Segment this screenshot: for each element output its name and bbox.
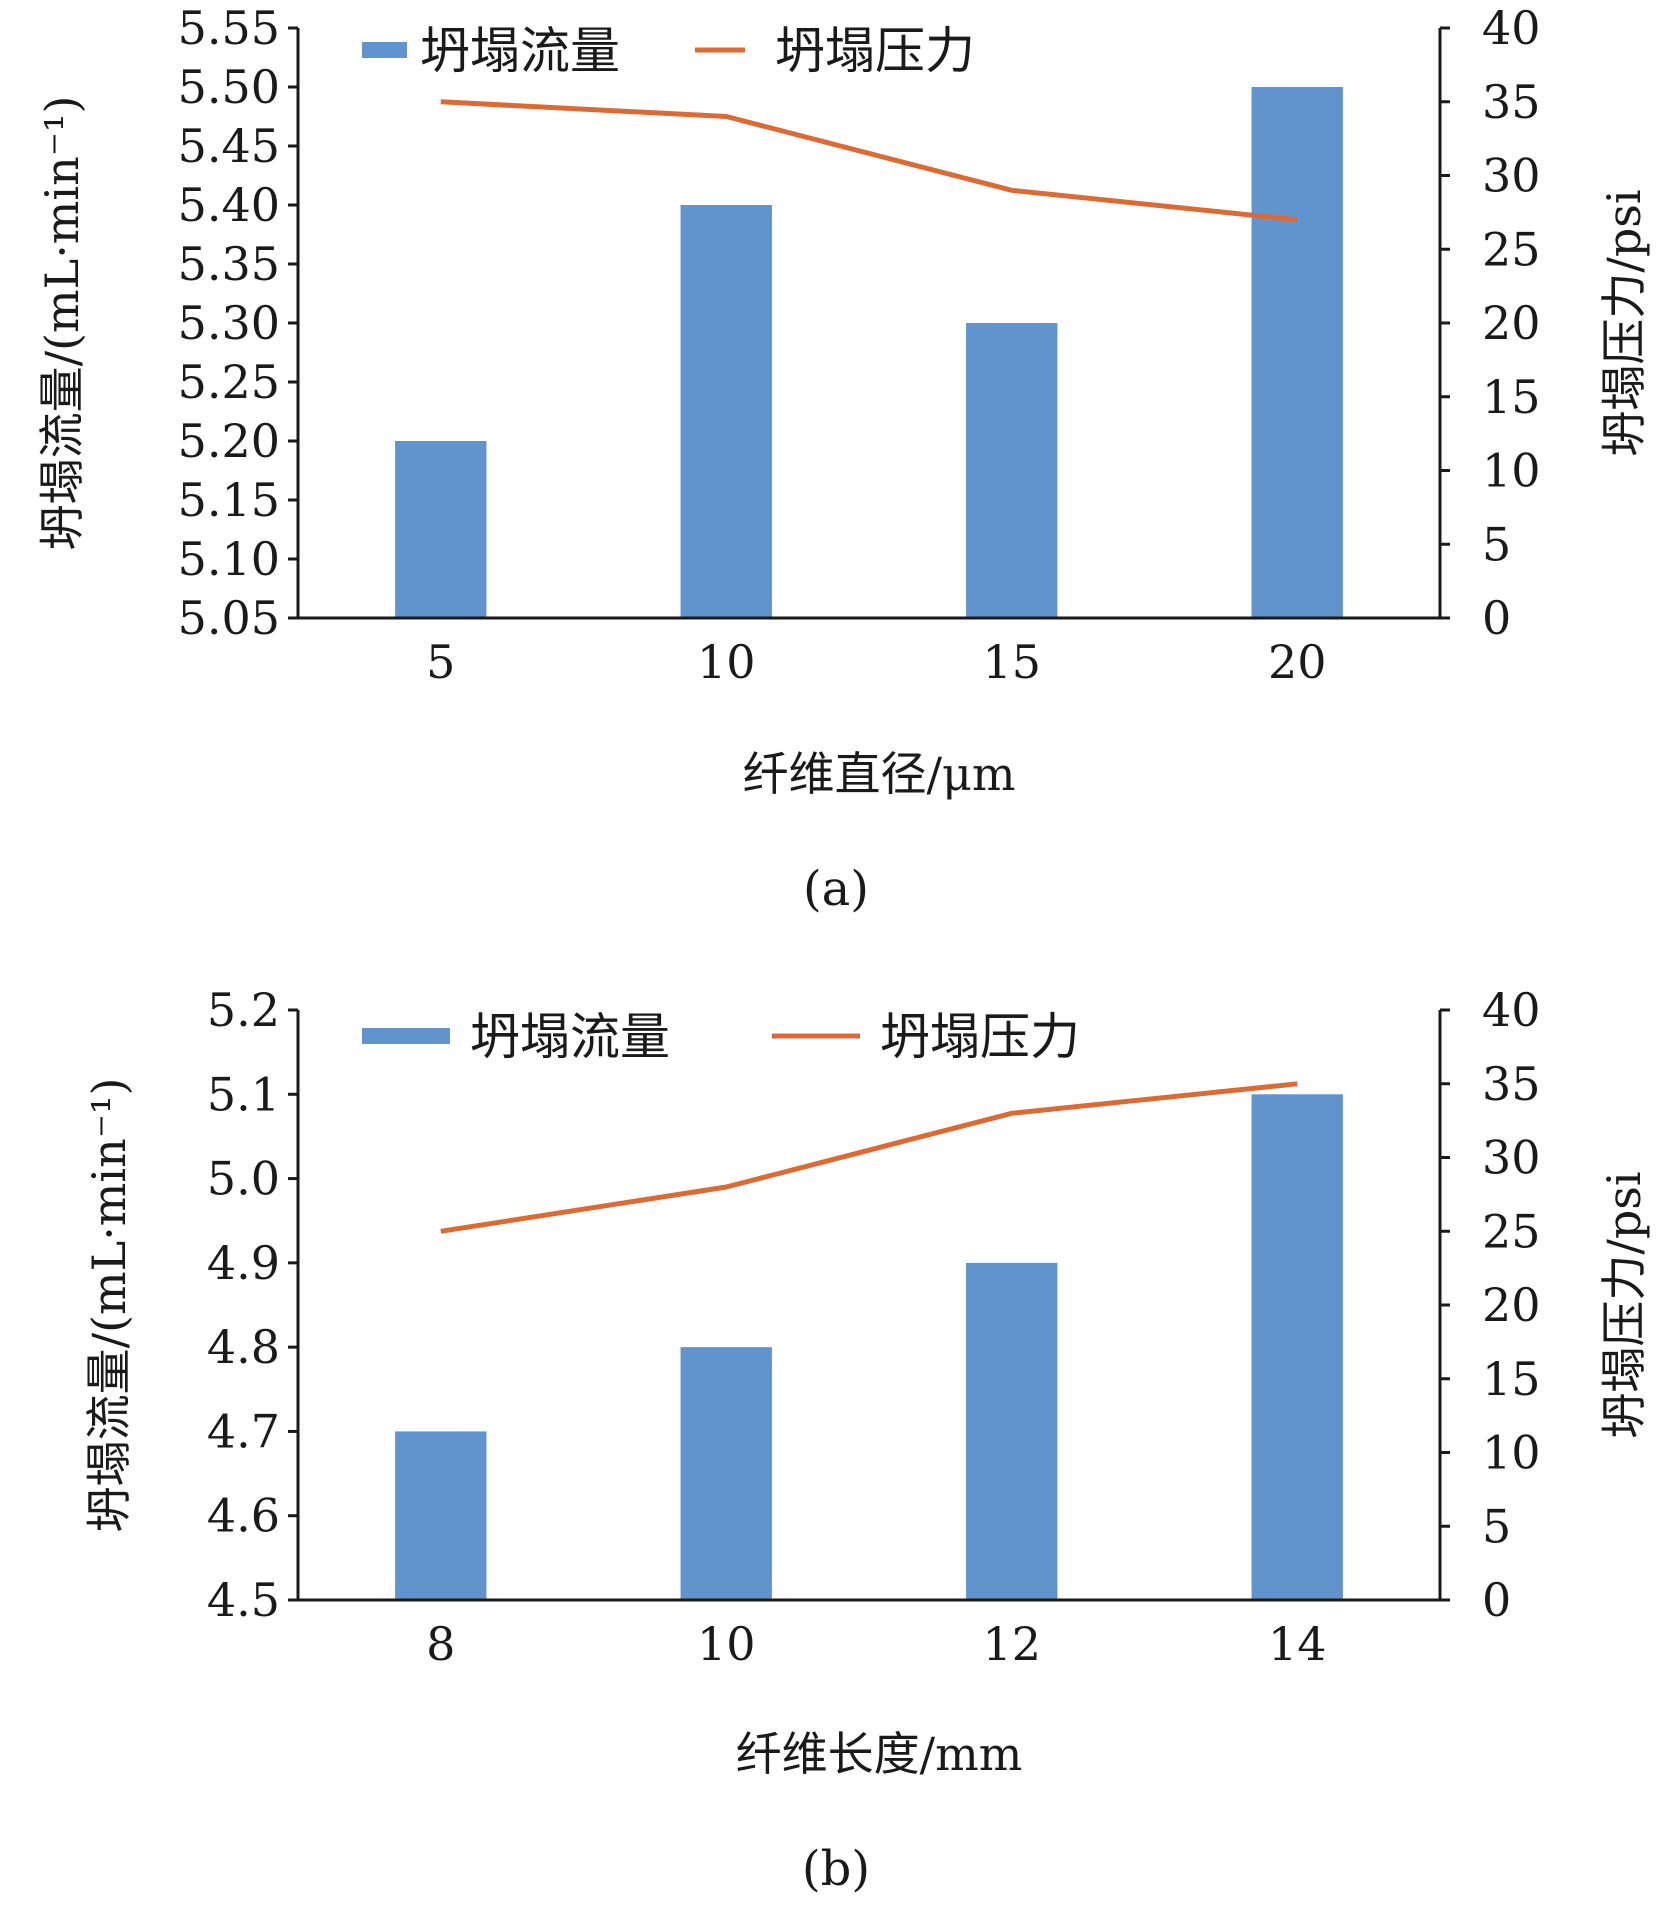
y2-axis-title: 坍塌压力/psi [1597,189,1651,456]
x-tick-label: 15 [982,635,1041,689]
x-tick-label: 5 [426,635,455,689]
y2-axis-title: 坍塌压力/psi [1597,1171,1651,1438]
y-tick-label: 5.30 [178,296,280,350]
y-tick-label: 5.15 [178,473,280,527]
legend-label-line: 坍塌压力 [775,22,975,80]
x-axis-title: 纤维直径/μm [742,747,1015,801]
bar [966,1262,1058,1600]
y2-tick-label: 0 [1482,1573,1511,1627]
y-tick-label: 5.20 [178,414,280,468]
y-tick-label: 5.55 [178,1,280,55]
y-axis-title: 坍塌流量/(mL·min⁻¹) [82,1078,136,1533]
y-tick-label: 4.7 [207,1404,280,1458]
x-tick-label: 20 [1268,635,1327,689]
y2-tick-label: 40 [1482,1,1541,55]
series-line [440,99,1298,223]
x-tick-label: 10 [697,1617,756,1671]
y2-tick-label: 10 [1482,1426,1541,1480]
panel-label: (a) [803,861,869,917]
y-tick-label: 5.0 [207,1152,280,1206]
y-tick-label: 5.10 [178,532,280,586]
y2-tick-label: 25 [1482,1204,1541,1258]
y2-tick-label: 15 [1482,1352,1541,1406]
legend-swatch-bar [362,42,407,58]
y2-tick-label: 5 [1482,517,1511,571]
legend-swatch-bar [362,1028,450,1044]
bar [395,1431,487,1600]
y-tick-label: 4.9 [207,1236,280,1290]
bar [680,1347,772,1600]
bar [680,205,772,618]
legend-label-bar: 坍塌流量 [470,1008,670,1066]
y-tick-label: 4.6 [207,1489,280,1543]
y-tick-label: 5.45 [178,119,280,173]
bar [1251,87,1343,618]
y2-tick-label: 20 [1482,296,1541,350]
y2-tick-label: 0 [1482,591,1511,645]
y2-tick-label: 10 [1482,444,1541,498]
chart-panel-a: 5.055.105.155.205.255.305.355.405.455.50… [35,1,1651,917]
x-tick-label: 10 [697,635,756,689]
y-tick-label: 5.40 [178,178,280,232]
x-tick-label: 14 [1268,1617,1327,1671]
bar [966,323,1058,618]
y2-tick-label: 30 [1482,1131,1541,1185]
y2-tick-label: 35 [1482,1057,1541,1111]
y-tick-label: 5.50 [178,60,280,114]
x-axis-title: 纤维长度/mm [736,1727,1023,1781]
legend-label-bar: 坍塌流量 [420,22,620,80]
legend-label-line: 坍塌压力 [880,1008,1080,1066]
chart-panel-b: 4.5 4.6 4.7 4.8 4.9 5.0 5.1 5.2 0 5 10 15 20 25 30 35 40… [82,983,1651,1897]
y-tick-label: 5.1 [207,1067,280,1121]
y-tick-label: 5.2 [207,983,280,1037]
y-tick-label: 4.5 [207,1573,280,1627]
y2-tick-label: 35 [1482,75,1541,129]
y-axis-title: 坍塌流量/(mL·min⁻¹) [35,96,89,551]
panel-label: (b) [802,1841,870,1897]
y2-tick-label: 15 [1482,370,1541,424]
y2-tick-label: 5 [1482,1499,1511,1553]
bar [395,441,487,618]
bar [1251,1094,1343,1600]
y-tick-label: 5.25 [178,355,280,409]
y2-tick-label: 40 [1482,983,1541,1037]
y2-tick-label: 30 [1482,149,1541,203]
y-tick-label: 5.05 [178,591,280,645]
y2-tick-label: 25 [1482,222,1541,276]
y-tick-label: 4.8 [207,1320,280,1374]
x-tick-label: 8 [426,1617,455,1671]
y-tick-label: 5.35 [178,237,280,291]
x-tick-label: 12 [982,1617,1041,1671]
series-line [440,1081,1298,1234]
y2-tick-label: 20 [1482,1278,1541,1332]
